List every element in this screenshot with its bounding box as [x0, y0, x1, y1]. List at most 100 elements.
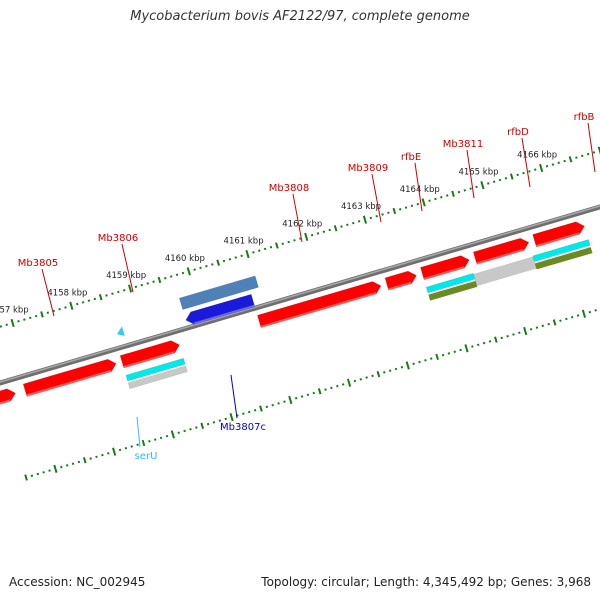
scale-label: 4166 kbp: [517, 151, 557, 161]
genes-label: Genes:: [510, 575, 553, 589]
upper-scale-tick: [107, 452, 110, 455]
feature-cds-left-edge[interactable]: [0, 388, 16, 414]
scale-label: 4163 kbp: [341, 202, 381, 212]
lower-scale-tick: [105, 294, 108, 297]
band-gray-mb3806[interactable]: [127, 365, 188, 390]
length-value: 4,345,492 bp: [422, 575, 503, 589]
lower-scale-tick: [87, 299, 91, 302]
feature-label-Mb3809[interactable]: Mb3809: [348, 163, 388, 174]
band-cyan-rfbD[interactable]: [532, 239, 591, 262]
feature-label-rfbE[interactable]: rfbE: [401, 152, 421, 163]
feature-cds-rfbD[interactable]: [532, 221, 585, 248]
upper-scale-tick: [212, 421, 216, 424]
lower-scale-tick: [186, 267, 191, 276]
upper-scale-tick: [512, 333, 515, 336]
lower-scale-tick: [245, 249, 250, 259]
feature-label-serU[interactable]: serU: [135, 451, 158, 462]
band-gray-mb3811[interactable]: [473, 256, 537, 287]
upper-scale-tick: [200, 422, 205, 429]
upper-scale-tick: [359, 378, 363, 381]
lower-scale-tick: [451, 190, 455, 197]
lower-scale-tick: [362, 215, 368, 224]
upper-scale-tick: [141, 439, 146, 447]
upper-scale-tick: [552, 319, 557, 326]
lower-scale-tick: [504, 177, 508, 180]
feature-cds-mb3811[interactable]: [472, 237, 530, 265]
lower-scale-tick: [392, 207, 397, 215]
feature-label-Mb3808[interactable]: Mb3808: [269, 183, 309, 194]
feature-cds-mb3811-highlight: [476, 248, 524, 265]
lower-scale-tick: [222, 259, 226, 263]
upper-scale-tick: [271, 403, 274, 407]
upper-scale-tick: [218, 419, 222, 422]
lower-scale-tick: [346, 223, 349, 227]
upper-scale-tick: [535, 326, 539, 329]
feature-cds-rfbE[interactable]: [420, 255, 470, 281]
lower-scale-tick: [75, 302, 79, 306]
leader-Mb3805: [41, 268, 55, 317]
feature-label-rfbD[interactable]: rfbD: [507, 127, 529, 138]
upper-scale-tick: [441, 353, 445, 357]
feature-label-Mb3806[interactable]: Mb3806: [98, 233, 138, 244]
lower-scale-tick: [127, 284, 133, 293]
feature-cds-mb3808[interactable]: [257, 281, 382, 329]
lower-scale-tick: [568, 156, 573, 163]
map-title: Mycobacterium bovis AF2122/97, complete …: [130, 9, 470, 24]
lower-scale-tick: [322, 230, 326, 233]
band-olive-rfbE[interactable]: [428, 280, 478, 301]
upper-scale-tick: [341, 383, 345, 386]
upper-scale-tick: [383, 371, 386, 374]
band-olive-rfbD[interactable]: [534, 246, 593, 270]
lower-scale-tick: [193, 268, 196, 271]
upper-scale-tick: [101, 453, 104, 457]
lower-scale-tick: [275, 242, 279, 249]
upper-scale-tick: [189, 428, 192, 431]
lower-scale-tick: [534, 168, 537, 171]
upper-scale-tick: [259, 405, 263, 412]
lower-scale-tick: [23, 318, 26, 321]
lower-scale-tick: [304, 232, 309, 241]
upper-scale-tick: [283, 400, 286, 403]
upper-scale-tick: [336, 384, 339, 388]
upper-scale-tick: [124, 446, 128, 450]
footer-accession: Accession: NC_002945: [9, 575, 145, 589]
upper-scale-tick: [288, 395, 293, 405]
feature-trna-serU[interactable]: [117, 326, 125, 336]
lower-scale-tick: [469, 187, 472, 190]
feature-label-Mb3807c[interactable]: Mb3807c: [220, 422, 266, 433]
upper-scale-tick: [177, 431, 180, 434]
upper-scale-tick: [594, 309, 597, 312]
lower-scale-tick: [146, 282, 149, 285]
feature-cds-mb3809[interactable]: [384, 270, 417, 291]
upper-scale-tick: [405, 361, 410, 370]
upper-scale-tick: [330, 386, 333, 390]
lower-scale-tick: [586, 152, 590, 156]
lower-scale-tick: [480, 181, 485, 190]
lower-scale-tick: [199, 266, 202, 270]
upper-scale-tick: [112, 447, 117, 456]
feature-layer[interactable]: [0, 195, 600, 414]
band-steel-mb3807c[interactable]: [178, 275, 259, 310]
feature-label-Mb3805[interactable]: Mb3805: [18, 258, 58, 269]
lower-scale-tick: [34, 314, 38, 318]
backbone-highlight: [0, 205, 600, 383]
scale-label: 4162 kbp: [282, 219, 322, 229]
upper-scale-tick: [471, 345, 474, 348]
lower-scale-tick: [228, 258, 232, 261]
upper-scale-tick: [36, 472, 40, 476]
upper-scale-tick: [247, 410, 251, 414]
lower-scale-tick: [164, 276, 167, 280]
feature-cds-mb3806[interactable]: [119, 340, 180, 369]
feature-label-rfbB[interactable]: rfbB: [574, 112, 595, 123]
upper-scale-tick: [224, 417, 227, 421]
leader-Mb3808: [292, 193, 303, 243]
upper-scale-tick: [494, 336, 498, 343]
band-cyan-mb3806[interactable]: [125, 357, 186, 382]
feature-cds-mb3805[interactable]: [22, 358, 117, 397]
feature-label-Mb3811[interactable]: Mb3811: [443, 139, 483, 150]
lower-scale-tick: [375, 214, 378, 218]
feature-cds-mb3807c[interactable]: [185, 293, 256, 325]
lower-scale-tick: [457, 190, 461, 194]
upper-scale-tick: [371, 374, 374, 378]
